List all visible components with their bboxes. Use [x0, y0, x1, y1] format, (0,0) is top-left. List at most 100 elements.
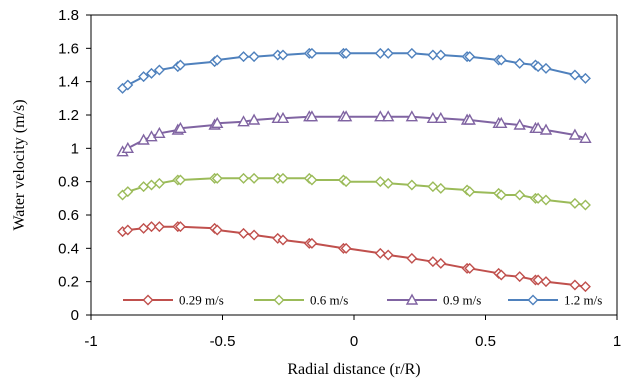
data-point-diamond	[464, 186, 476, 198]
data-point-diamond	[527, 294, 539, 306]
data-point-diamond	[153, 221, 165, 233]
legend-entry: 0.9 m/s	[387, 293, 481, 308]
data-point-diamond	[435, 49, 447, 61]
data-point-diamond	[153, 177, 165, 189]
legend: 0.29 m/s 0.6 m/s 0.9 m/s 1.2 m/s	[123, 293, 602, 308]
data-point-triangle	[531, 121, 545, 134]
data-point-triangle	[153, 126, 166, 139]
data-point-diamond	[306, 174, 318, 186]
data-point-diamond	[532, 61, 544, 73]
data-point-diamond	[340, 47, 352, 59]
data-point-triangle	[405, 293, 419, 305]
data-point-diamond	[427, 256, 439, 268]
data-point-triangle	[539, 123, 553, 135]
y-axis-title: Water velocity (m/s)	[11, 99, 28, 230]
data-point-diamond	[374, 176, 386, 188]
data-point-diamond	[238, 51, 250, 63]
data-point-diamond	[569, 279, 581, 291]
data-point-diamond	[174, 174, 186, 186]
x-axis-ticks: -1 -0.5 0 0.5 1	[84, 315, 621, 350]
series-3	[117, 47, 591, 94]
data-point-diamond	[464, 51, 476, 63]
series-line	[122, 52, 586, 90]
data-point-diamond	[569, 197, 581, 209]
data-point-diamond	[579, 281, 591, 293]
data-point-diamond	[340, 242, 352, 254]
legend-label: 0.29 m/s	[179, 293, 224, 308]
data-point-diamond	[238, 172, 250, 184]
data-point-diamond	[514, 271, 526, 283]
legend-label: 0.6 m/s	[310, 293, 348, 308]
y-tick-label: 0.2	[58, 274, 79, 291]
data-point-diamond	[406, 47, 418, 59]
data-point-triangle	[276, 111, 290, 124]
data-point-diamond	[138, 181, 150, 193]
data-point-diamond	[238, 227, 250, 239]
data-point-diamond	[138, 71, 150, 83]
data-point-triangle	[426, 111, 440, 124]
legend-entry: 1.2 m/s	[508, 293, 602, 308]
data-point-diamond	[306, 47, 318, 59]
data-point-diamond	[306, 237, 318, 249]
data-point-diamond	[146, 221, 157, 233]
data-point-diamond	[142, 294, 154, 306]
x-tick-label: -0.5	[210, 333, 236, 350]
data-point-diamond	[146, 179, 157, 191]
data-point-triangle	[174, 121, 187, 134]
data-point-diamond	[248, 51, 260, 63]
data-point-diamond	[495, 269, 507, 281]
data-point-diamond	[248, 229, 260, 241]
y-tick-label: 0	[71, 307, 79, 324]
series-layer	[116, 47, 592, 293]
data-point-diamond	[464, 262, 476, 274]
data-point-diamond	[514, 57, 526, 69]
data-point-diamond	[382, 47, 394, 59]
data-point-diamond	[340, 176, 352, 188]
y-tick-label: 1.2	[58, 107, 79, 124]
x-tick-label: -1	[84, 333, 97, 350]
data-point-diamond	[174, 221, 186, 233]
data-point-triangle	[579, 131, 592, 144]
data-point-diamond	[532, 192, 544, 204]
series-2	[116, 110, 592, 157]
series-line	[122, 177, 586, 206]
data-point-triangle	[137, 133, 150, 145]
data-point-triangle	[495, 116, 508, 129]
legend-entry: 0.6 m/s	[254, 293, 348, 308]
data-point-triangle	[305, 110, 319, 122]
data-point-triangle	[434, 111, 447, 124]
data-point-diamond	[382, 177, 394, 189]
data-point-diamond	[579, 199, 591, 211]
y-tick-label: 1.8	[58, 7, 79, 24]
series-line	[122, 115, 586, 153]
data-point-diamond	[495, 54, 507, 66]
data-point-diamond	[427, 49, 439, 61]
y-axis-ticks: 0 0.2 0.4 0.6 0.8 1 1.2 1.4 1.6 1.8	[58, 7, 91, 324]
data-point-diamond	[495, 189, 507, 201]
data-point-diamond	[174, 59, 186, 71]
data-point-diamond	[211, 172, 223, 184]
data-point-diamond	[540, 194, 552, 206]
data-point-diamond	[427, 181, 439, 193]
data-point-diamond	[277, 172, 289, 184]
data-point-diamond	[211, 224, 223, 236]
data-point-diamond	[277, 49, 289, 61]
data-point-diamond	[277, 234, 289, 246]
data-point-triangle	[382, 110, 395, 122]
y-tick-label: 1.4	[58, 74, 79, 91]
data-point-diamond	[122, 79, 134, 91]
data-point-diamond	[374, 247, 386, 259]
data-point-triangle	[339, 110, 353, 122]
series-1	[117, 172, 591, 211]
legend-label: 0.9 m/s	[443, 293, 481, 308]
data-point-diamond	[435, 182, 447, 194]
data-point-triangle	[247, 113, 261, 125]
data-point-diamond	[382, 249, 394, 261]
data-point-diamond	[273, 294, 285, 306]
x-axis-title: Radial distance (r/R)	[287, 361, 420, 378]
data-point-diamond	[406, 252, 418, 264]
data-point-diamond	[540, 276, 552, 288]
x-tick-label: 0	[350, 333, 358, 350]
data-point-triangle	[405, 110, 419, 122]
data-point-triangle	[374, 110, 387, 122]
